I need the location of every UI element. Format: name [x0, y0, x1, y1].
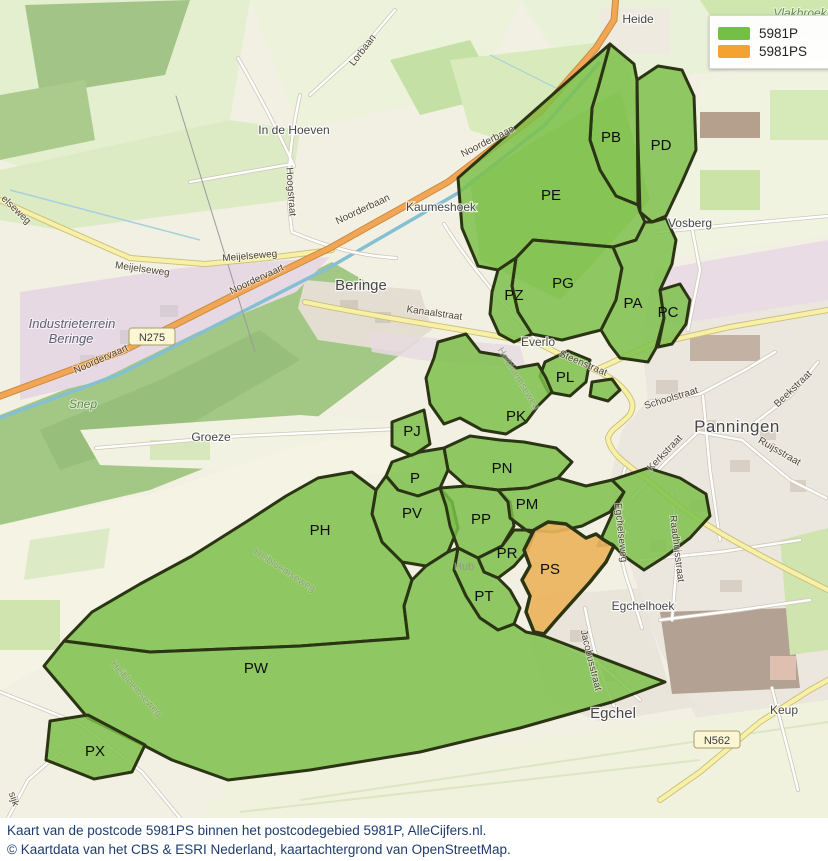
- n275-badge-label: N275: [139, 332, 165, 344]
- place-label-groeze: Groeze: [191, 430, 231, 444]
- region-label-PB: PB: [601, 129, 621, 146]
- place-label-beringe: Beringe: [335, 277, 387, 294]
- map-legend: 5981P 5981PS: [709, 15, 828, 69]
- road-label-sijk-partial: sijk: [6, 791, 21, 809]
- region-label-PA: PA: [624, 295, 643, 312]
- place-label-snep: Snep: [69, 397, 97, 411]
- place-label-keup: Keup: [770, 703, 798, 717]
- region-PZ[interactable]: [488, 256, 534, 344]
- region-label-PJ: PJ: [403, 423, 421, 440]
- region-label-PN: PN: [492, 460, 513, 477]
- legend-label-5981p: 5981P: [759, 26, 799, 41]
- region-PK[interactable]: [424, 332, 554, 436]
- place-label-everlo: Everlo: [521, 335, 555, 349]
- region-label-PS: PS: [540, 561, 560, 578]
- region-label-PV: PV: [402, 505, 422, 522]
- region-PM-east-lobe[interactable]: [596, 466, 712, 572]
- road-label-hoogstraat: Hoogstraat: [283, 167, 297, 217]
- region-PE[interactable]: [456, 42, 647, 272]
- region-PL-east-blob[interactable]: [588, 377, 622, 403]
- region-PM[interactable]: [496, 476, 626, 534]
- place-label-kaumeshoek: Kaumeshoek: [406, 200, 477, 214]
- region-label-PH: PH: [310, 522, 331, 539]
- legend-swatch-green: [718, 27, 750, 40]
- region-label-PW: PW: [244, 660, 269, 677]
- region-label-PK: PK: [506, 408, 526, 425]
- caption: Kaart van de postcode 5981PS binnen het …: [0, 818, 828, 861]
- region-label-PG: PG: [552, 275, 574, 292]
- place-label-in-de-hoeven: In de Hoeven: [258, 123, 329, 137]
- place-label-industrieterrein-line2: Beringe: [49, 331, 94, 346]
- place-label-heide: Heide: [622, 12, 654, 26]
- place-label-egchel: Egchel: [590, 705, 636, 722]
- caption-line2: © Kaartdata van het CBS & ESRI Nederland…: [7, 842, 511, 857]
- legend-swatch-orange: [718, 45, 750, 58]
- region-label-PD: PD: [651, 137, 672, 154]
- legend-row-5981p: 5981P: [718, 26, 822, 41]
- region-label-PR: PR: [497, 545, 518, 562]
- n562-badge-label: N562: [704, 735, 730, 747]
- place-labels: Heide Vlakbroek In de Hoeven Kaumeshoek …: [28, 5, 828, 723]
- caption-line1: Kaart van de postcode 5981PS binnen het …: [7, 823, 487, 838]
- n562-badge-box: [693, 730, 741, 749]
- place-label-vosberg: Vosberg: [668, 216, 712, 230]
- region-PS-highlight[interactable]: [520, 520, 616, 636]
- region-label-PC: PC: [658, 304, 679, 321]
- region-label-P: P: [410, 470, 420, 487]
- region-label-PL: PL: [556, 369, 574, 386]
- region-PC[interactable]: [656, 282, 692, 349]
- region-label-PM: PM: [516, 496, 539, 513]
- place-label-egchelhoek: Egchelhoek: [612, 599, 676, 613]
- region-PW[interactable]: [42, 546, 667, 782]
- region-label-PT: PT: [474, 588, 493, 605]
- region-PN[interactable]: [442, 434, 574, 492]
- route-badges: N275 N562: [128, 327, 741, 749]
- place-label-industrieterrein-line1: Industrieterrein: [29, 316, 116, 331]
- region-label-PE: PE: [541, 187, 561, 204]
- region-PX[interactable]: [44, 713, 147, 781]
- map-svg: PB PD PE PG PZ PA PC PL PK PJ PN P PV PP…: [0, 0, 828, 820]
- region-label-PZ: PZ: [504, 287, 523, 304]
- region-label-PP: PP: [471, 511, 491, 528]
- region-PD[interactable]: [635, 64, 698, 224]
- region-label-PX: PX: [85, 743, 105, 760]
- legend-row-5981ps: 5981PS: [718, 44, 822, 59]
- region-PJ[interactable]: [390, 408, 432, 458]
- postcode-labels: PB PD PE PG PZ PA PC PL PK PJ PN P PV PP…: [85, 129, 679, 760]
- legend-label-5981ps: 5981PS: [759, 44, 808, 59]
- n275-badge-box: [128, 327, 176, 346]
- place-label-hub: Hub: [454, 561, 474, 573]
- postcode-regions: [42, 42, 712, 782]
- place-label-panningen: Panningen: [694, 417, 780, 436]
- map-canvas[interactable]: PB PD PE PG PZ PA PC PL PK PJ PN P PV PP…: [0, 0, 828, 820]
